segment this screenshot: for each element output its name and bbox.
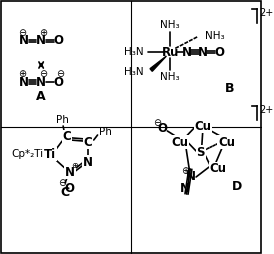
Text: C: C: [61, 185, 70, 198]
Text: ⊕: ⊕: [39, 28, 47, 38]
Text: D: D: [232, 180, 242, 193]
Text: ⊖: ⊖: [58, 178, 66, 188]
Text: NH₃: NH₃: [161, 72, 180, 82]
Text: O: O: [53, 35, 63, 47]
Text: 2+: 2+: [259, 105, 273, 115]
Text: S: S: [197, 146, 205, 158]
Text: A: A: [36, 89, 46, 103]
Text: O: O: [65, 183, 75, 196]
Text: Ph: Ph: [56, 115, 68, 125]
Text: H₃N: H₃N: [124, 47, 144, 57]
Text: ⊕: ⊕: [181, 166, 190, 176]
Text: Ph: Ph: [99, 127, 112, 137]
Text: Cu: Cu: [171, 135, 188, 149]
Text: C: C: [84, 135, 92, 149]
Text: N: N: [19, 75, 29, 88]
Text: N: N: [19, 35, 29, 47]
Text: NH₃: NH₃: [205, 31, 224, 41]
Text: NH₃: NH₃: [161, 20, 180, 30]
Text: N: N: [36, 75, 46, 88]
Text: 2+: 2+: [259, 8, 273, 18]
Text: H₃N: H₃N: [124, 67, 144, 77]
Text: N: N: [83, 155, 93, 168]
Text: B: B: [225, 83, 234, 96]
Text: Cu: Cu: [210, 163, 227, 176]
Polygon shape: [150, 56, 166, 71]
Text: O: O: [214, 45, 224, 58]
Text: Ru: Ru: [162, 45, 179, 58]
Text: N: N: [181, 45, 192, 58]
Text: Ti: Ti: [44, 148, 56, 161]
Text: Cp*₂Ti: Cp*₂Ti: [12, 149, 44, 159]
Text: ⊕: ⊕: [71, 162, 78, 170]
Text: Cu: Cu: [194, 119, 211, 133]
Text: O: O: [53, 75, 63, 88]
Text: O: O: [158, 121, 168, 135]
Text: N: N: [65, 166, 75, 179]
Text: Cu: Cu: [218, 135, 235, 149]
Text: ⊖: ⊖: [39, 69, 47, 79]
Text: C: C: [62, 131, 71, 144]
Text: ⊖: ⊖: [18, 28, 26, 38]
Text: N: N: [198, 45, 208, 58]
Text: N: N: [179, 183, 190, 196]
Text: ⊕: ⊕: [18, 69, 26, 79]
Text: ⊖: ⊖: [56, 69, 64, 79]
Text: N: N: [186, 169, 196, 183]
Text: N: N: [36, 35, 46, 47]
Text: ⊖: ⊖: [153, 118, 161, 128]
